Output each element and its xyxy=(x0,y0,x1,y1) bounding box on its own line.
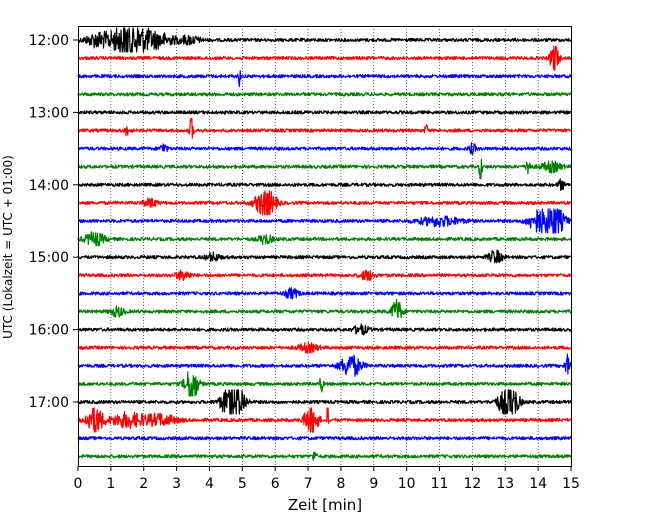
trace-1200 xyxy=(77,27,572,53)
y-tick-label-15: 15:00 xyxy=(29,250,69,266)
trace-1700 xyxy=(77,389,572,415)
trace-1745 xyxy=(77,451,572,461)
y-tick-label-17: 17:00 xyxy=(29,395,69,411)
x-tick-label-2: 2 xyxy=(139,476,148,492)
trace-1630 xyxy=(77,353,572,377)
x-tick-label-11: 11 xyxy=(431,476,449,492)
y-tick-label-12: 12:00 xyxy=(29,33,69,49)
trace-1715 xyxy=(77,407,572,433)
y-tick-label-16: 16:00 xyxy=(29,323,69,339)
trace-1445 xyxy=(77,231,572,247)
seismogram-traces xyxy=(77,27,572,461)
x-tick-label-6: 6 xyxy=(271,476,280,492)
trace-1545 xyxy=(77,298,572,319)
trace-1415 xyxy=(77,190,572,216)
trace-1645 xyxy=(77,371,572,397)
trace-1400 xyxy=(77,178,572,191)
y-tick-label-13: 13:00 xyxy=(29,105,69,121)
trace-1615 xyxy=(77,341,572,354)
trace-1245 xyxy=(77,92,572,97)
x-tick-label-7: 7 xyxy=(304,476,313,492)
trace-1430 xyxy=(77,208,572,234)
trace-1500 xyxy=(77,249,572,264)
x-tick-label-13: 13 xyxy=(496,476,514,492)
trace-1530 xyxy=(77,287,572,300)
x-tick-label-9: 9 xyxy=(369,476,378,492)
x-tick-label-15: 15 xyxy=(562,476,580,492)
trace-1515 xyxy=(77,269,572,282)
x-tick-label-1: 1 xyxy=(106,476,115,492)
y-axis-label: UTC (Lokalzeit = UTC + 01:00) xyxy=(1,155,15,339)
x-tick-label-14: 14 xyxy=(529,476,547,492)
trace-1330 xyxy=(77,142,572,155)
trace-1315 xyxy=(77,117,572,139)
trace-1215 xyxy=(77,45,572,71)
x-tick-label-5: 5 xyxy=(238,476,247,492)
trace-1730 xyxy=(77,436,572,441)
x-tick-label-4: 4 xyxy=(205,476,214,492)
x-axis-ticks: 0 1 2 3 4 5 6 7 8 9 10 11 12 13 14 15 xyxy=(74,466,580,492)
x-tick-label-10: 10 xyxy=(398,476,416,492)
x-tick-label-0: 0 xyxy=(74,476,83,492)
x-tick-label-3: 3 xyxy=(172,476,181,492)
plot-frame xyxy=(78,26,572,467)
y-tick-label-14: 14:00 xyxy=(29,178,69,194)
x-axis-label: Zeit [min] xyxy=(288,496,362,514)
trace-1345 xyxy=(77,158,572,180)
trace-1300 xyxy=(77,110,572,115)
x-tick-label-12: 12 xyxy=(463,476,481,492)
x-tick-label-8: 8 xyxy=(336,476,345,492)
trace-1600 xyxy=(77,323,572,336)
trace-1230 xyxy=(77,70,572,88)
y-axis-ticks: 12:00 13:00 14:00 15:00 16:00 17:00 xyxy=(29,33,78,411)
